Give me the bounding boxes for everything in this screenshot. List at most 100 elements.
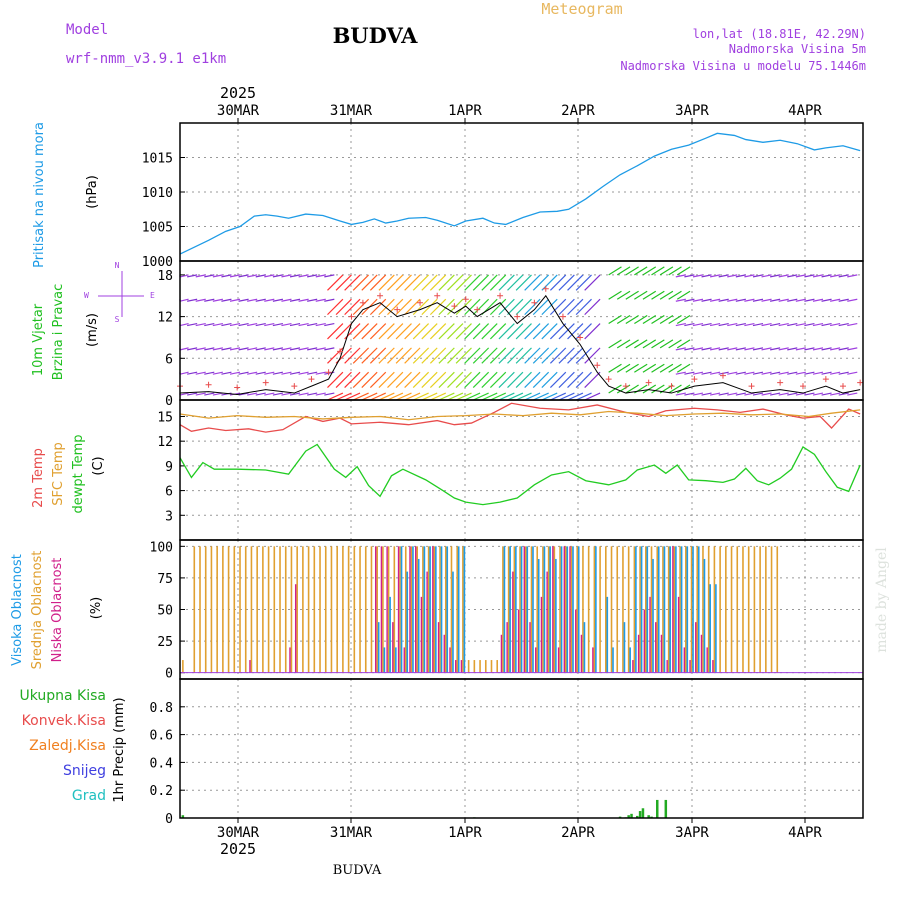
wind-barb [787, 371, 798, 375]
wind-barb [361, 392, 378, 401]
wind-barb [709, 371, 721, 375]
y-tick-label: 0.8 [150, 701, 173, 716]
wind-barb [787, 274, 798, 278]
wind-barb [212, 298, 223, 302]
wind-barb [812, 347, 824, 351]
wind-barb [567, 323, 584, 340]
wind-barb [281, 322, 292, 327]
wind-barb [447, 392, 464, 401]
wind-barb [229, 274, 241, 278]
wind-barb [812, 298, 824, 302]
wind-barb [812, 371, 824, 375]
wind-barb [315, 298, 326, 302]
wind-barb [507, 274, 524, 291]
wind-barb [255, 392, 266, 396]
gust-marker [839, 383, 846, 390]
wind-barb [668, 339, 682, 349]
wind-barb [335, 274, 352, 291]
top-date-label: 31MAR [330, 103, 373, 119]
gust-marker [542, 285, 549, 292]
wind-barb [567, 392, 584, 401]
wind-barb [659, 339, 674, 349]
y-tick-label: 50 [157, 604, 173, 619]
wind-barb [625, 315, 639, 325]
gust-marker [514, 313, 521, 320]
wind-barb [830, 347, 841, 351]
wind-barb [255, 371, 266, 375]
wind-barb [616, 266, 631, 276]
wind-barb [387, 392, 404, 401]
wind-barb [272, 392, 283, 396]
wind-barb [709, 392, 721, 396]
wind-barb [464, 323, 481, 340]
wind-barb [438, 371, 455, 389]
wind-barb [204, 322, 215, 327]
wind-barb [179, 371, 189, 375]
wind-barb [498, 371, 515, 389]
wind-barb [795, 371, 806, 375]
wind-barb [289, 392, 301, 396]
wind-barb [795, 298, 806, 302]
wind-barb [378, 298, 395, 316]
wind-barb [195, 392, 206, 396]
model-label: Model [66, 22, 108, 38]
y-tick-label: 1010 [142, 186, 173, 201]
wind-barb [481, 323, 498, 340]
wind-barb [404, 392, 421, 401]
gust-marker [451, 303, 458, 310]
wind-barb [575, 347, 592, 364]
wind-barb [255, 322, 266, 327]
wind-barb [558, 298, 575, 316]
wind-barb [524, 347, 541, 364]
wind-barb [369, 298, 387, 316]
top-date-label: 2APR [561, 103, 595, 119]
wind-barb [795, 274, 806, 278]
wind-barb [361, 323, 378, 340]
wind-barb [229, 322, 241, 327]
wind-barb [692, 274, 704, 278]
wind-barb [187, 298, 198, 302]
wind-barb [634, 266, 648, 276]
wind-barb [281, 298, 292, 302]
wind-barb [676, 290, 691, 300]
wind-barb [498, 392, 515, 401]
wind-barb [515, 347, 532, 364]
wind-barb [718, 392, 729, 396]
wind-barb [472, 274, 490, 291]
wind-barb [327, 274, 344, 291]
wind-barb [464, 347, 481, 364]
wind-barb [212, 347, 223, 351]
wind-barb [684, 347, 695, 351]
wind-barb [549, 274, 567, 291]
model-altitude-text: Nadmorska Visina u modelu 75.1446m [620, 59, 866, 73]
wind-barb [361, 347, 378, 364]
wind-barb [378, 347, 395, 364]
wind-barb [179, 322, 189, 327]
wind-barb [344, 274, 361, 291]
svg-text:S: S [115, 315, 120, 324]
wind-barb [455, 392, 472, 401]
wind-barb [532, 323, 550, 340]
panel-precip: 0 0.2 0.4 0.6 0.8 [150, 679, 863, 827]
wind-barb [438, 347, 455, 364]
wind-barb [787, 322, 798, 327]
wind-barb [229, 371, 241, 375]
wind-barb [709, 347, 721, 351]
wind-barb [634, 290, 648, 300]
wind-barb [659, 290, 674, 300]
wind-barb [221, 298, 232, 302]
wind-barb [804, 298, 815, 302]
wind-barb [212, 274, 223, 278]
wind-barb [709, 274, 721, 278]
wind-barb [575, 274, 592, 291]
wind-barb [429, 323, 447, 340]
wind-barb [481, 371, 498, 389]
wind-barb [395, 347, 412, 364]
panel-pressure: 1000 1005 1010 1015 [142, 123, 863, 270]
wind-barb [761, 392, 772, 396]
wind-label-1: 10m Vjetar [31, 303, 46, 376]
wind-barb [264, 347, 275, 351]
wind-barb [387, 323, 404, 340]
wind-barb [289, 322, 301, 327]
wind-barb [642, 384, 657, 394]
